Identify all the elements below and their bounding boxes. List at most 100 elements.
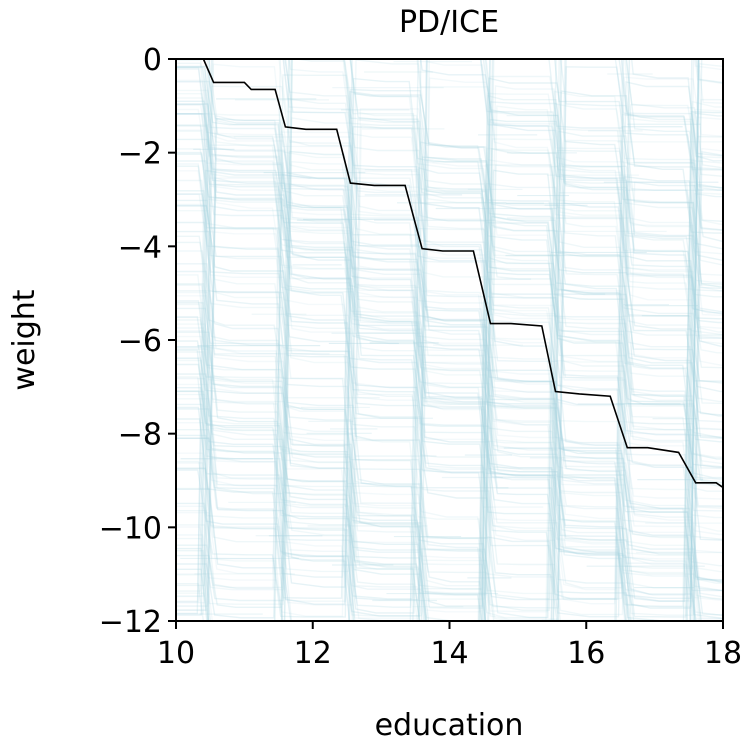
ice-line bbox=[176, 103, 692, 621]
ice-line bbox=[176, 110, 723, 621]
ice-line bbox=[176, 175, 723, 621]
ice-line bbox=[176, 59, 700, 599]
ice-line bbox=[176, 151, 723, 621]
ice-line bbox=[176, 124, 723, 621]
ice-line bbox=[176, 164, 723, 621]
ice-line bbox=[176, 77, 723, 618]
ice-line bbox=[176, 181, 723, 617]
ice-line bbox=[176, 169, 723, 621]
ice-line bbox=[176, 62, 703, 621]
ice-line bbox=[176, 101, 723, 621]
ice-line bbox=[176, 59, 723, 601]
ice-line bbox=[176, 159, 723, 611]
ice-line bbox=[206, 114, 723, 621]
ice-line bbox=[176, 59, 723, 607]
ice-line bbox=[176, 79, 723, 620]
ice-line bbox=[176, 59, 723, 587]
x-axis-ticks: 10 12 14 16 18 bbox=[157, 621, 742, 671]
ice-line bbox=[207, 117, 696, 621]
ice-line bbox=[176, 162, 723, 621]
ice-line bbox=[176, 59, 723, 589]
ice-line bbox=[176, 85, 723, 615]
ice-line bbox=[176, 104, 723, 616]
ice-line bbox=[176, 63, 723, 608]
ice-line bbox=[176, 94, 723, 621]
ice-line bbox=[176, 191, 723, 621]
ice-line bbox=[176, 159, 723, 613]
ice-line bbox=[176, 89, 696, 621]
ice-line bbox=[176, 66, 723, 621]
ice-line bbox=[176, 130, 694, 621]
ice-line bbox=[176, 59, 723, 573]
ice-line bbox=[176, 85, 723, 594]
ice-line bbox=[176, 160, 723, 605]
ice-line bbox=[176, 59, 723, 609]
ice-line bbox=[176, 130, 723, 600]
ice-line bbox=[176, 59, 723, 621]
ice-line bbox=[176, 88, 723, 578]
ice-line bbox=[176, 66, 723, 620]
ice-line bbox=[176, 103, 723, 619]
ice-line bbox=[176, 180, 723, 621]
ice-lines bbox=[176, 59, 723, 621]
y-tick-label: −2 bbox=[118, 137, 162, 172]
ice-line bbox=[176, 107, 723, 606]
ice-line bbox=[176, 108, 723, 621]
ice-line bbox=[176, 59, 723, 616]
y-axis-title: weight bbox=[7, 289, 42, 390]
pd-line bbox=[202, 59, 723, 489]
y-tick-label: −12 bbox=[99, 605, 162, 640]
ice-line bbox=[176, 148, 723, 621]
y-tick-label: −10 bbox=[99, 511, 162, 546]
ice-line bbox=[176, 80, 723, 592]
ice-line bbox=[176, 119, 723, 621]
ice-line bbox=[176, 63, 723, 604]
ice-line bbox=[176, 59, 723, 601]
ice-line bbox=[176, 59, 723, 605]
ice-line bbox=[176, 59, 723, 621]
y-tick-label: −4 bbox=[118, 230, 162, 265]
ice-line bbox=[176, 59, 693, 615]
y-tick-label: −8 bbox=[118, 418, 162, 453]
ice-line bbox=[176, 59, 723, 617]
ice-line bbox=[176, 59, 723, 600]
ice-line bbox=[176, 81, 723, 600]
ice-line bbox=[176, 185, 723, 621]
x-axis-title: education bbox=[375, 708, 524, 743]
ice-line bbox=[176, 139, 723, 589]
ice-line bbox=[176, 215, 723, 621]
ice-line bbox=[176, 92, 723, 587]
ice-line bbox=[176, 156, 723, 613]
ice-line bbox=[176, 166, 723, 608]
ice-line bbox=[176, 59, 723, 617]
ice-line bbox=[176, 75, 723, 590]
x-tick-label: 16 bbox=[567, 636, 605, 671]
ice-line bbox=[176, 150, 723, 621]
ice-line bbox=[176, 125, 701, 621]
ice-line bbox=[176, 59, 723, 609]
ice-line bbox=[176, 150, 723, 621]
y-tick-label: −6 bbox=[118, 324, 162, 359]
ice-line bbox=[176, 59, 723, 619]
ice-line bbox=[176, 59, 723, 611]
ice-line bbox=[176, 59, 700, 621]
ice-line bbox=[176, 59, 723, 621]
ice-line bbox=[176, 173, 723, 619]
ice-line bbox=[176, 105, 723, 621]
ice-line bbox=[176, 59, 723, 590]
ice-line bbox=[176, 108, 723, 602]
ice-line bbox=[176, 147, 723, 621]
ice-line bbox=[176, 59, 723, 608]
ice-line bbox=[176, 118, 723, 621]
ice-line bbox=[176, 59, 723, 621]
ice-line bbox=[176, 181, 723, 621]
ice-line bbox=[176, 183, 723, 621]
ice-line bbox=[176, 59, 723, 596]
ice-line bbox=[176, 59, 723, 592]
ice-line bbox=[176, 59, 723, 621]
ice-line bbox=[176, 59, 723, 617]
ice-line bbox=[176, 59, 723, 595]
ice-line bbox=[176, 59, 695, 596]
ice-line bbox=[176, 164, 723, 621]
